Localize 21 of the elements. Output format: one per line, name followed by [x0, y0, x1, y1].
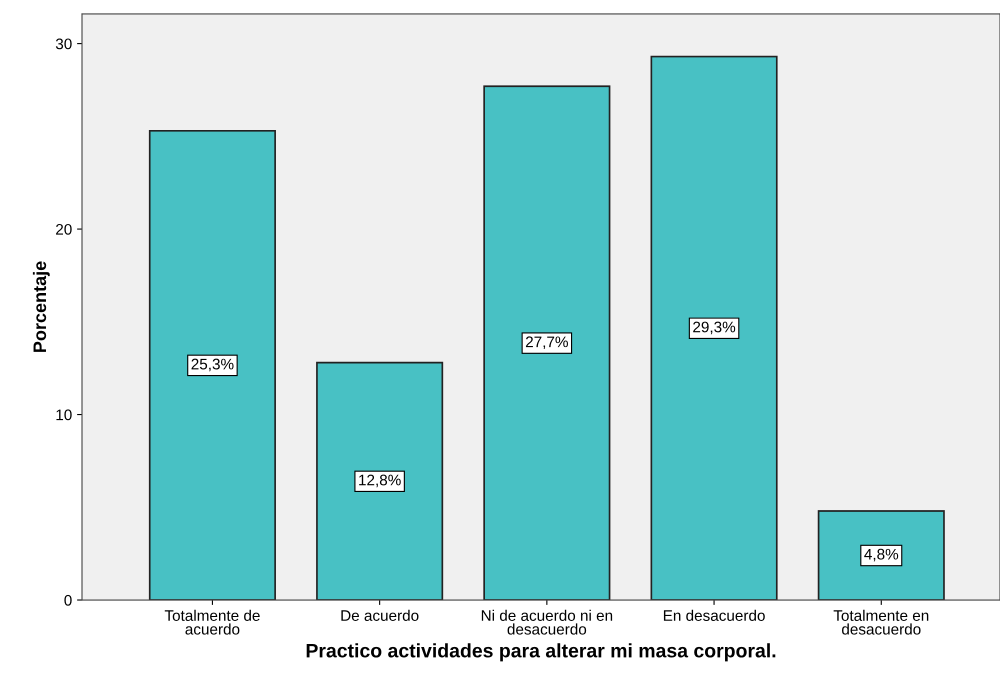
bar — [818, 510, 945, 600]
bar — [148, 130, 276, 600]
x-tick-label: En desacuerdo — [664, 610, 765, 621]
y-axis-title: Porcentaje — [32, 261, 50, 352]
y-tick-label: 20 — [56, 224, 72, 235]
x-tick-label: Totalmente en desacuerdo — [834, 610, 928, 635]
data-label: 27,7% — [526, 336, 568, 350]
data-label: 29,3% — [693, 322, 736, 334]
x-tick-label: Totalmente de acuerdo — [164, 610, 260, 635]
y-tick-label: 30 — [56, 38, 72, 50]
bar — [316, 362, 444, 600]
bar — [650, 56, 778, 600]
data-label: 12,8% — [359, 474, 401, 488]
y-tick-label: 10 — [56, 409, 72, 420]
data-label: 25,3% — [192, 358, 234, 372]
y-tick-label: 0 — [64, 594, 72, 606]
x-axis-title: Practico actividades para alterar mi masa corporal. — [306, 643, 776, 662]
x-tick-label: Ni de acuerdo ni en desacuerdo — [482, 610, 612, 635]
x-tick-label: De acuerdo — [341, 610, 418, 621]
data-label: 4,8% — [864, 548, 898, 562]
bar — [483, 85, 610, 600]
